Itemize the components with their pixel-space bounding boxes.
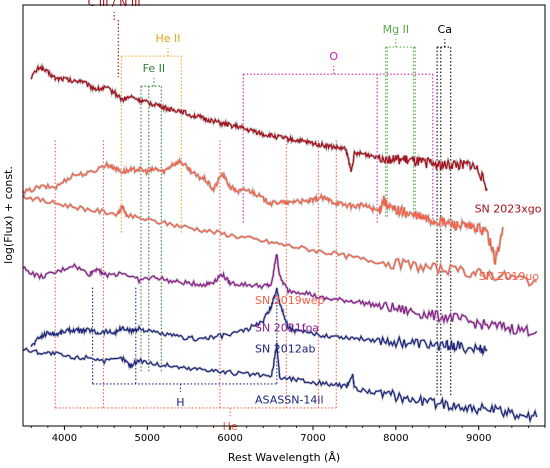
series-label-asassn-14il: ASASSN-14il — [255, 393, 324, 406]
spectra-layer — [21, 62, 538, 426]
series-label-sn-2012ab: SN 2012ab — [255, 342, 315, 355]
series-label-sn-2019wep: SN 2019wep — [255, 294, 324, 307]
series-line-sn-2012ab — [30, 287, 488, 356]
x-tick-label-7000: 7000 — [300, 433, 325, 444]
x-tick-label-4000: 4000 — [52, 433, 77, 444]
series-line-sn-2019uo — [22, 158, 504, 265]
series-labels-layer: SN 2023xgo SN 2019uo SN 2019wep SN 2021foa S… — [255, 202, 542, 406]
line-id-label-fe-ii: Fe II — [143, 62, 165, 75]
series-line-sn-2023xgo — [30, 64, 488, 191]
line-id-label-ca: Ca — [438, 23, 452, 36]
series-line-sn-2019wep — [22, 194, 537, 287]
line-id-label-he-ii: He II — [155, 32, 180, 45]
series-label-sn-2019uo: SN 2019uo — [479, 270, 540, 283]
line-id-label-o: O — [329, 50, 338, 63]
x-tick-label-5000: 5000 — [135, 433, 160, 444]
x-axis-label: Rest Wavelength (Å) — [228, 451, 340, 464]
series-label-sn-2023xgo: SN 2023xgo — [475, 202, 542, 215]
line-id-label-mg-ii: Mg II — [383, 23, 409, 36]
line-id-label-h: H — [176, 396, 184, 409]
series-line-asassn-14il — [22, 342, 538, 424]
series-label-sn-2021foa: SN 2021foa — [255, 321, 319, 334]
plot-frame — [22, 4, 546, 427]
y-axis-label: log(Flux) + const. — [2, 166, 15, 264]
x-tick-label-8000: 8000 — [383, 433, 408, 444]
plot-background — [23, 5, 545, 426]
x-tick-label-9000: 9000 — [466, 433, 491, 444]
series-line-sn-2021foa — [22, 254, 538, 337]
x-axis: 4000 5000 6000 7000 8000 9000 — [30, 426, 546, 444]
x-tick-label-6000: 6000 — [217, 433, 242, 444]
